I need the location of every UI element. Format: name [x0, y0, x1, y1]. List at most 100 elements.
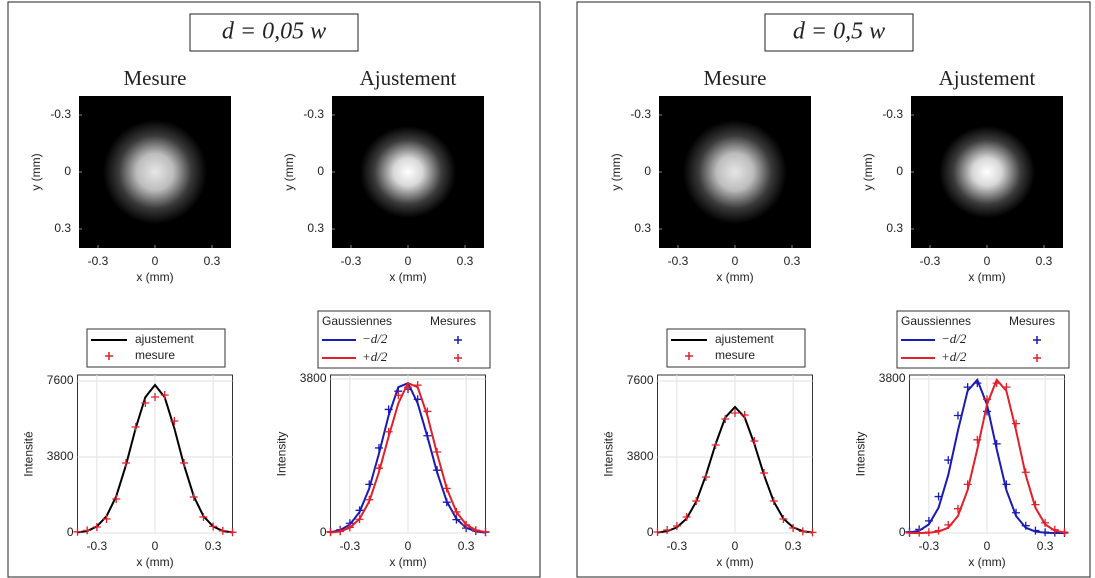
fit-line: [330, 381, 486, 534]
measure-point: [1021, 521, 1030, 530]
measure-point: [934, 492, 943, 501]
measure-point: [711, 441, 720, 449]
y-axis-label: Intensity: [275, 432, 289, 477]
y-tick-label: 7600: [47, 373, 74, 387]
legend-box: [86, 328, 226, 368]
measure-point: [924, 516, 933, 525]
x-tick-label: 0: [984, 539, 991, 553]
x-axis-label: x (mm): [968, 270, 1005, 284]
legend-title: Gaussiennes: [322, 314, 392, 328]
x-tick-label: 0: [405, 539, 412, 553]
x-tick-label: -0.3: [919, 539, 940, 553]
legend-label: mesure: [715, 348, 755, 362]
x-tick-label: 0.3: [205, 539, 222, 553]
measure-point: [1002, 480, 1011, 489]
x-tick-label: 0.3: [785, 539, 802, 553]
x-axis-label: x (mm): [389, 270, 426, 284]
y-tick-label: -0.3: [50, 107, 71, 121]
measure-point: [336, 527, 345, 536]
x-tick-label: 0: [152, 254, 159, 268]
measure-point: [471, 526, 480, 535]
measure-point: [199, 513, 208, 521]
measure-point: [462, 520, 471, 529]
measure-point: [1031, 526, 1040, 535]
legend-title: Mesures: [1009, 314, 1055, 328]
measure-point: [355, 515, 364, 524]
measure-point: [218, 526, 227, 535]
x-tick-label: 0: [984, 254, 991, 268]
measure-point: [423, 431, 432, 440]
measure-point: [653, 528, 662, 536]
measure-point: [112, 495, 121, 503]
measure-point: [963, 383, 972, 392]
x-tick-label: 0.3: [784, 254, 801, 268]
measure-point: [413, 395, 422, 404]
measure-point: [769, 497, 778, 505]
x-tick-label: 0: [732, 254, 739, 268]
x-tick-label: 0.3: [1036, 254, 1053, 268]
measure-point: [442, 498, 451, 507]
x-tick-label: 0: [405, 254, 412, 268]
beam-spot: [103, 120, 207, 224]
measure-point: [1041, 518, 1050, 527]
x-axis-label: x (mm): [136, 270, 173, 284]
y-tick-label: 0.3: [307, 221, 324, 235]
measure-point: [170, 417, 179, 425]
y-tick-label: -0.3: [303, 107, 324, 121]
beam-spot: [939, 126, 1035, 218]
legend-marker: [105, 352, 113, 360]
legend-marker: [454, 336, 462, 344]
measure-point: [798, 527, 807, 536]
measure-point: [442, 484, 451, 493]
measure-point: [433, 447, 442, 456]
measure-point: [672, 522, 681, 530]
measure-point: [731, 409, 739, 417]
measure-point: [992, 379, 1001, 388]
legend-marker: [454, 354, 462, 362]
fit-line: [657, 405, 813, 534]
image-title: Mesure: [124, 66, 187, 90]
measure-point: [953, 504, 962, 513]
measure-point: [102, 515, 111, 523]
measure-point: [682, 513, 691, 521]
measure-point: [131, 423, 140, 431]
measure-point: [924, 528, 933, 537]
x-tick-label: -0.3: [341, 254, 362, 268]
x-tick-label: -0.3: [920, 254, 941, 268]
measure-point: [423, 407, 432, 416]
measure-point: [141, 399, 150, 407]
y-tick-label: 0: [899, 525, 906, 539]
image-title: Ajustement: [360, 66, 457, 90]
measure-point: [1021, 468, 1030, 477]
x-axis-label: x (mm): [389, 555, 426, 569]
legend-label: −d/2: [362, 331, 388, 346]
measure-point: [740, 411, 749, 419]
y-axis-label: y (mm): [609, 153, 623, 190]
measure-point: [209, 522, 218, 531]
measure-point: [750, 437, 759, 445]
x-tick-label: 0: [152, 539, 159, 553]
x-axis-label: x (mm): [716, 270, 753, 284]
image-title: Mesure: [704, 66, 767, 90]
y-tick-label: -0.3: [630, 107, 651, 121]
measure-point: [326, 528, 335, 537]
measure-point: [121, 459, 130, 467]
x-axis-label: x (mm): [716, 555, 753, 569]
y-tick-label: 7600: [627, 373, 654, 387]
measure-point: [934, 526, 943, 535]
legend-marker: [1033, 354, 1041, 362]
y-tick-label: -0.3: [882, 107, 903, 121]
y-axis-label: y (mm): [861, 153, 875, 190]
x-tick-label: -0.3: [88, 254, 109, 268]
measure-point: [1041, 528, 1050, 537]
measure-point: [663, 526, 672, 534]
x-tick-label: 0.3: [1037, 539, 1054, 553]
y-axis-label: y (mm): [282, 153, 296, 190]
legend-marker: [685, 352, 693, 360]
measure-point: [944, 520, 953, 529]
y-tick-label: 0: [896, 164, 903, 178]
measure-point: [452, 507, 461, 516]
measure-point: [404, 383, 412, 392]
panel-title: d = 0,05 w: [222, 19, 326, 45]
measure-point: [760, 469, 769, 477]
